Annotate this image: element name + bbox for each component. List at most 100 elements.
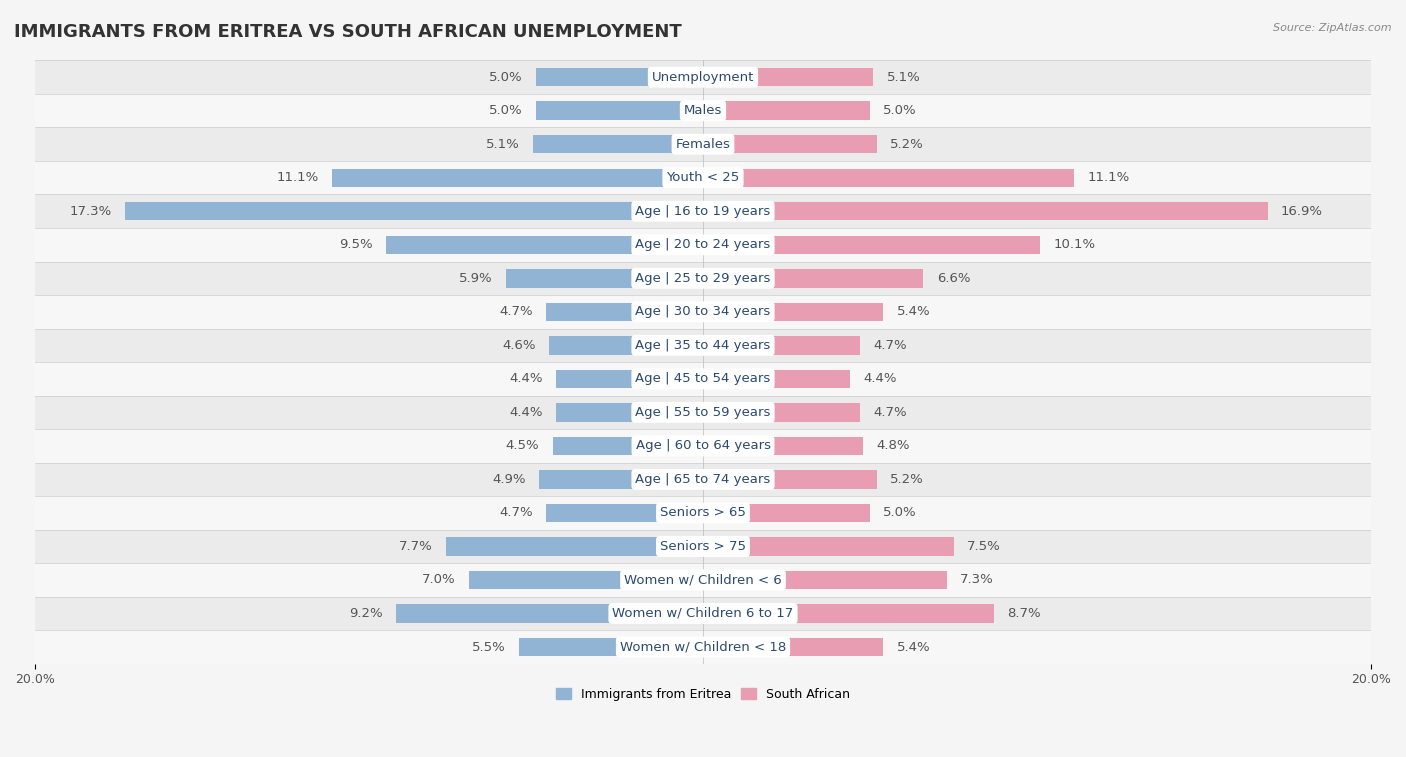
Text: 4.8%: 4.8% [877,439,910,453]
Text: Seniors > 75: Seniors > 75 [659,540,747,553]
Bar [546,303,703,321]
Text: Seniors > 65: Seniors > 65 [659,506,747,519]
Text: Youth < 25: Youth < 25 [666,171,740,184]
Bar [703,638,883,656]
Bar [550,336,703,354]
Text: 7.3%: 7.3% [960,574,994,587]
Bar [35,530,1371,563]
Text: Age | 25 to 29 years: Age | 25 to 29 years [636,272,770,285]
Bar [703,470,877,488]
Text: Age | 65 to 74 years: Age | 65 to 74 years [636,473,770,486]
Text: 10.1%: 10.1% [1053,238,1095,251]
Text: 4.4%: 4.4% [509,372,543,385]
Text: 4.6%: 4.6% [502,339,536,352]
Bar [703,135,877,154]
Text: IMMIGRANTS FROM ERITREA VS SOUTH AFRICAN UNEMPLOYMENT: IMMIGRANTS FROM ERITREA VS SOUTH AFRICAN… [14,23,682,41]
Text: 11.1%: 11.1% [277,171,319,184]
Bar [703,101,870,120]
Bar [35,362,1371,396]
Bar [703,571,946,589]
Bar [446,537,703,556]
Text: 9.2%: 9.2% [349,607,382,620]
Text: Age | 55 to 59 years: Age | 55 to 59 years [636,406,770,419]
Text: 4.7%: 4.7% [499,305,533,318]
Text: Unemployment: Unemployment [652,70,754,84]
Bar [332,169,703,187]
Bar [35,496,1371,530]
Bar [703,537,953,556]
Bar [703,68,873,86]
Text: 17.3%: 17.3% [69,204,111,218]
Text: Females: Females [675,138,731,151]
Bar [703,604,994,623]
Bar [703,269,924,288]
Text: 9.5%: 9.5% [339,238,373,251]
Text: Source: ZipAtlas.com: Source: ZipAtlas.com [1274,23,1392,33]
Bar [703,437,863,455]
Text: 5.0%: 5.0% [489,70,523,84]
Text: 5.9%: 5.9% [458,272,492,285]
Bar [35,295,1371,329]
Text: 7.7%: 7.7% [399,540,433,553]
Text: 4.5%: 4.5% [506,439,540,453]
Bar [35,597,1371,631]
Bar [533,135,703,154]
Bar [35,161,1371,195]
Bar [703,303,883,321]
Bar [703,403,860,422]
Text: 4.7%: 4.7% [873,339,907,352]
Bar [35,429,1371,463]
Bar [703,369,851,388]
Bar [35,329,1371,362]
Bar [385,235,703,254]
Text: 5.2%: 5.2% [890,138,924,151]
Text: 4.7%: 4.7% [499,506,533,519]
Text: Women w/ Children < 6: Women w/ Children < 6 [624,574,782,587]
Text: Age | 35 to 44 years: Age | 35 to 44 years [636,339,770,352]
Text: Age | 16 to 19 years: Age | 16 to 19 years [636,204,770,218]
Bar [35,631,1371,664]
Bar [506,269,703,288]
Text: 7.5%: 7.5% [967,540,1001,553]
Bar [35,94,1371,127]
Text: 6.6%: 6.6% [936,272,970,285]
Bar [519,638,703,656]
Text: 7.0%: 7.0% [422,574,456,587]
Text: 16.9%: 16.9% [1281,204,1323,218]
Text: 5.1%: 5.1% [485,138,519,151]
Text: 4.7%: 4.7% [873,406,907,419]
Text: 11.1%: 11.1% [1087,171,1129,184]
Text: 5.0%: 5.0% [489,104,523,117]
Bar [553,437,703,455]
Bar [35,563,1371,597]
Bar [536,68,703,86]
Bar [536,101,703,120]
Bar [35,463,1371,496]
Text: Age | 60 to 64 years: Age | 60 to 64 years [636,439,770,453]
Bar [395,604,703,623]
Bar [546,503,703,522]
Text: Age | 45 to 54 years: Age | 45 to 54 years [636,372,770,385]
Text: 5.2%: 5.2% [890,473,924,486]
Text: 4.4%: 4.4% [863,372,897,385]
Bar [703,169,1074,187]
Bar [540,470,703,488]
Bar [35,261,1371,295]
Bar [125,202,703,220]
Bar [35,396,1371,429]
Bar [555,403,703,422]
Text: Age | 30 to 34 years: Age | 30 to 34 years [636,305,770,318]
Text: Age | 20 to 24 years: Age | 20 to 24 years [636,238,770,251]
Bar [35,195,1371,228]
Legend: Immigrants from Eritrea, South African: Immigrants from Eritrea, South African [551,683,855,706]
Bar [703,503,870,522]
Bar [555,369,703,388]
Bar [703,336,860,354]
Text: 5.0%: 5.0% [883,506,917,519]
Text: Males: Males [683,104,723,117]
Bar [35,127,1371,161]
Text: 4.9%: 4.9% [492,473,526,486]
Bar [35,228,1371,261]
Text: Women w/ Children 6 to 17: Women w/ Children 6 to 17 [613,607,793,620]
Bar [703,235,1040,254]
